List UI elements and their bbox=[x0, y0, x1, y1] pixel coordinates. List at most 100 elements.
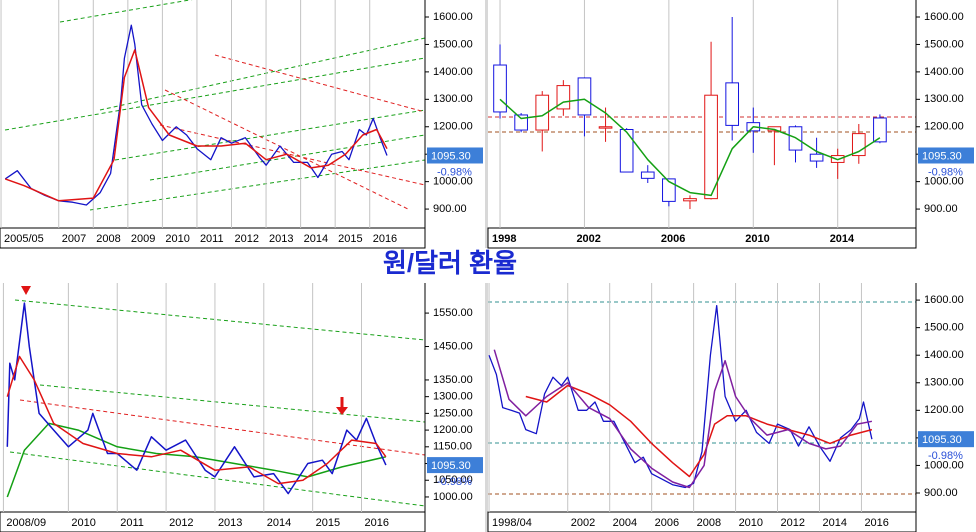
candle-body bbox=[704, 94, 718, 200]
candle-body bbox=[556, 85, 571, 110]
last-price-box bbox=[918, 147, 974, 164]
y-tick-label: 1000.00 bbox=[924, 176, 964, 188]
trend-line bbox=[164, 89, 411, 211]
y-tick-label: 1500.00 bbox=[924, 322, 964, 334]
x-tick-label: 2005/05 bbox=[4, 233, 44, 245]
x-tick-label: 2009 bbox=[131, 233, 155, 245]
x-tick-label: 2015 bbox=[316, 517, 340, 529]
plot-area bbox=[488, 283, 873, 512]
title-band bbox=[0, 248, 976, 283]
x-tick-label: 2014 bbox=[830, 233, 855, 245]
x-tick-label: 2008 bbox=[96, 233, 120, 245]
change-label: -0.98% bbox=[437, 476, 472, 488]
change-label: -0.98% bbox=[437, 166, 472, 178]
price-line bbox=[6, 302, 387, 495]
last-price-label: 1095.30 bbox=[922, 434, 962, 446]
panel: 19982002200620102014900.001000.001100.00… bbox=[487, 0, 974, 249]
candle-body bbox=[577, 77, 592, 116]
trend-line bbox=[89, 159, 426, 211]
y-tick-label: 1600.00 bbox=[433, 11, 473, 23]
x-tick-label: 2010 bbox=[165, 233, 189, 245]
panel: 2008/09 2010 2011 2012 2013 2014 2015 2016 1000.… bbox=[0, 283, 483, 532]
price-line bbox=[488, 304, 873, 489]
y-tick-label: 1050.00 bbox=[433, 474, 473, 486]
x-tick-label: 2008 bbox=[697, 517, 721, 529]
y-tick-label: 900.00 bbox=[433, 203, 467, 215]
page-title: 원/달러 환율 bbox=[383, 248, 517, 278]
y-tick-label: 1250.00 bbox=[433, 407, 473, 419]
y-tick-label: 1400.00 bbox=[433, 66, 473, 78]
x-tick-label: 2012 bbox=[781, 517, 805, 529]
x-tick-label: 2016 bbox=[373, 233, 397, 245]
y-tick-label: 1000.00 bbox=[433, 176, 473, 188]
plot-area bbox=[0, 0, 388, 228]
candle-body bbox=[809, 153, 824, 162]
price-line bbox=[6, 422, 387, 498]
x-tick-label: 2008/09 bbox=[6, 517, 46, 529]
marker-arrow bbox=[21, 286, 31, 295]
price-line bbox=[6, 355, 387, 485]
price-line bbox=[499, 98, 881, 197]
trend-line bbox=[159, 124, 426, 186]
y-tick-label: 1500.00 bbox=[924, 38, 964, 50]
panel: 1998/04 2002 2004 2006 2008 2010 2012 2014 2016 9… bbox=[487, 283, 974, 532]
candle-body bbox=[683, 198, 697, 202]
marker-arrow bbox=[336, 407, 348, 415]
x-tick-label: 2015 bbox=[338, 233, 362, 245]
x-tick-label: 2016 bbox=[364, 517, 388, 529]
x-tick-label: 2011 bbox=[200, 233, 224, 245]
trend-lines bbox=[9, 286, 426, 507]
x-tick-label: 2013 bbox=[218, 517, 242, 529]
x-tick-label: 1998/04 bbox=[492, 517, 532, 529]
y-tick-label: 1600.00 bbox=[924, 11, 964, 23]
y-tick-label: 1200.00 bbox=[924, 121, 964, 133]
y-tick-label: 1350.00 bbox=[433, 374, 473, 386]
x-tick-label: 2013 bbox=[269, 233, 293, 245]
last-price-box bbox=[918, 431, 974, 448]
y-tick-label: 1300.00 bbox=[433, 391, 473, 403]
x-tick-label: 2010 bbox=[745, 233, 769, 245]
candle-body bbox=[662, 178, 676, 202]
x-tick-label: 2014 bbox=[822, 517, 846, 529]
y-tick-label: 1150.00 bbox=[433, 441, 472, 453]
candle-body bbox=[640, 171, 655, 179]
last-price-label: 1095.30 bbox=[431, 460, 471, 472]
trend-line bbox=[39, 384, 426, 423]
y-tick-label: 1600.00 bbox=[924, 294, 964, 306]
y-tick-label: 1200.00 bbox=[433, 121, 473, 133]
x-tick-label: 2011 bbox=[120, 517, 144, 529]
trend-line bbox=[14, 299, 426, 341]
trend-lines bbox=[4, 0, 426, 211]
y-tick-label: 1500.00 bbox=[433, 38, 473, 50]
x-tick-label: 2016 bbox=[864, 517, 888, 529]
candle-body bbox=[873, 117, 887, 143]
price-line bbox=[4, 24, 388, 206]
last-price-label: 1095.30 bbox=[922, 150, 962, 162]
x-tick-label: 2006 bbox=[655, 517, 679, 529]
panel: 2005/05 2007 2008 2009 2010 2011 2012 2013 2014 2… bbox=[0, 0, 483, 249]
candle-body bbox=[598, 126, 613, 129]
x-tick-label: 2010 bbox=[71, 517, 95, 529]
candle-body bbox=[725, 82, 740, 126]
trend-line bbox=[4, 57, 426, 131]
y-tick-label: 1000.00 bbox=[433, 491, 473, 503]
y-tick-label: 900.00 bbox=[924, 487, 958, 499]
plot-area bbox=[493, 0, 887, 228]
y-tick-label: 1000.00 bbox=[924, 459, 964, 471]
x-tick-label: 2014 bbox=[267, 517, 291, 529]
x-tick-label: 2012 bbox=[235, 233, 259, 245]
x-tick-label: 2002 bbox=[576, 233, 600, 245]
candle-body bbox=[493, 64, 507, 113]
y-tick-label: 1200.00 bbox=[433, 424, 473, 436]
y-tick-label: 1400.00 bbox=[924, 349, 964, 361]
x-tick-label: 2004 bbox=[613, 517, 637, 529]
y-tick-label: 1550.00 bbox=[433, 307, 473, 319]
x-tick-label: 2007 bbox=[62, 233, 86, 245]
candle-body bbox=[535, 94, 550, 131]
x-tick-label: 2002 bbox=[571, 517, 595, 529]
trend-line bbox=[19, 399, 426, 456]
candle-body bbox=[619, 129, 634, 173]
change-label: -0.98% bbox=[928, 166, 963, 178]
price-line bbox=[493, 349, 873, 489]
